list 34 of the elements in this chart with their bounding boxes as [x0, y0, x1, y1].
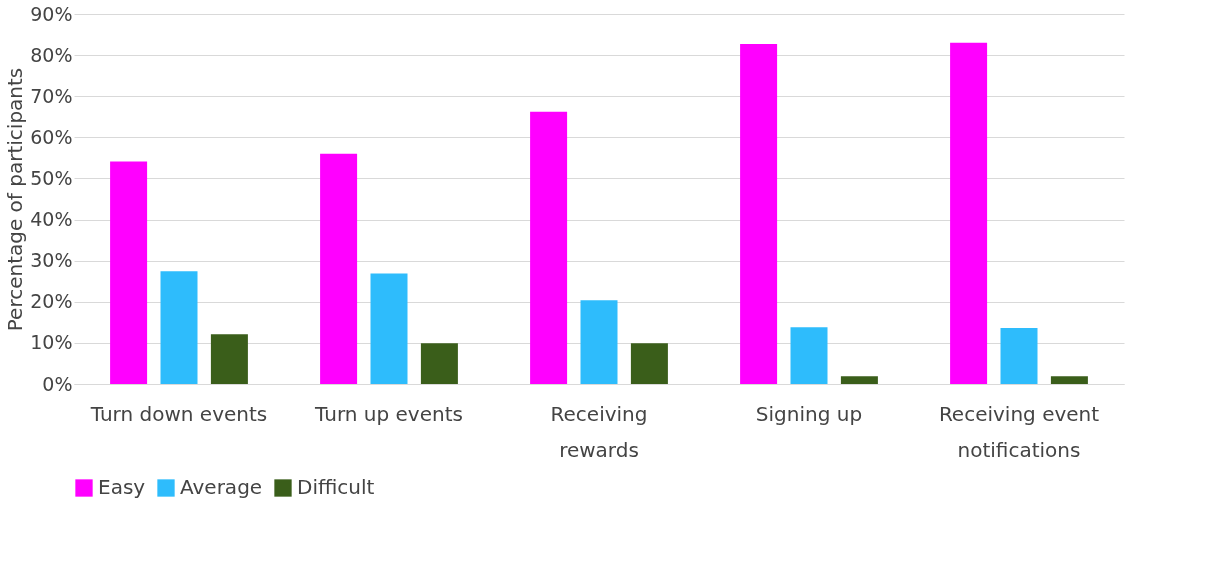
bar	[580, 300, 618, 384]
y-tick-label: 70%	[30, 84, 73, 107]
y-tick-label: 50%	[30, 166, 73, 189]
bar	[110, 161, 148, 384]
x-tick-label: Receiving rewards	[550, 401, 648, 462]
bar	[950, 42, 988, 384]
bar	[370, 273, 408, 384]
x-tick-label: Signing up	[755, 401, 863, 426]
y-tick-label: 60%	[30, 125, 73, 148]
bar	[740, 44, 778, 384]
x-tick-label: Turn down events	[89, 401, 268, 426]
y-axis-title: Percentage of participants	[3, 67, 28, 332]
legend-label: Easy	[98, 475, 146, 499]
bar	[790, 327, 828, 384]
bar	[530, 111, 568, 384]
bar	[420, 343, 458, 384]
bar	[630, 343, 668, 384]
y-tick-label: 0%	[42, 372, 73, 395]
y-tick-label: 90%	[30, 2, 73, 25]
bar	[210, 334, 248, 384]
legend-label: Average	[180, 475, 263, 499]
x-tick-label: Receiving event notifications	[938, 401, 1100, 462]
bar	[160, 271, 198, 384]
y-tick-label: 40%	[30, 208, 73, 231]
y-tick-label: 30%	[30, 249, 73, 272]
bar	[1050, 376, 1088, 384]
y-tick-label: 10%	[30, 331, 73, 354]
bar	[320, 153, 358, 384]
y-tick-label: 80%	[30, 43, 73, 66]
y-tick-label: 20%	[30, 290, 73, 313]
bar	[840, 376, 878, 384]
x-tick-label: Turn up events	[314, 401, 463, 426]
legend-label: Difficult	[297, 475, 375, 499]
bar	[1000, 328, 1038, 384]
